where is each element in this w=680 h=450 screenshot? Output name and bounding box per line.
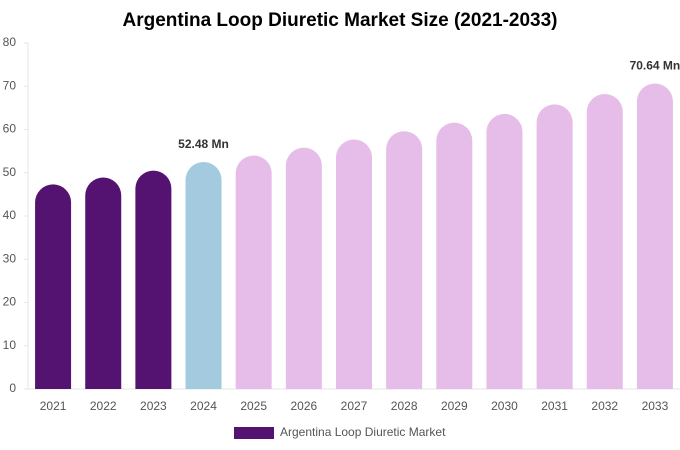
bar [135, 170, 172, 389]
x-tick-label: 2032 [591, 399, 618, 413]
y-tick-label: 10 [3, 338, 17, 352]
x-tick-label: 2025 [240, 399, 267, 413]
chart-title: Argentina Loop Diuretic Market Size (202… [122, 10, 557, 31]
x-tick-label: 2021 [40, 399, 67, 413]
legend-label: Argentina Loop Diuretic Market [280, 425, 446, 439]
bar [85, 177, 122, 389]
y-tick-label: 80 [3, 35, 17, 49]
x-tick-label: 2024 [190, 399, 217, 413]
data-label: 70.64 Mn [630, 59, 680, 73]
y-tick-label: 60 [3, 122, 17, 136]
bar [486, 113, 523, 389]
y-tick-label: 0 [9, 381, 16, 395]
x-tick-label: 2023 [140, 399, 167, 413]
x-tick-label: 2029 [441, 399, 468, 413]
x-tick-label: 2030 [491, 399, 518, 413]
y-tick-label: 70 [3, 78, 17, 92]
y-tick-label: 30 [3, 251, 17, 265]
y-tick-label: 20 [3, 295, 17, 309]
y-tick-label: 40 [3, 208, 17, 222]
x-tick-label: 2033 [642, 399, 669, 413]
x-tick-label: 2028 [391, 399, 418, 413]
bar [386, 131, 423, 390]
bar [285, 147, 322, 389]
bar [436, 122, 473, 389]
x-tick-label: 2026 [290, 399, 317, 413]
bar [636, 83, 673, 390]
bar [586, 94, 623, 389]
bar [185, 162, 222, 389]
legend-swatch [234, 427, 274, 439]
data-label: 52.48 Mn [178, 137, 229, 151]
bar [35, 184, 72, 389]
bar [536, 104, 573, 389]
x-tick-label: 2027 [341, 399, 368, 413]
bar [336, 139, 372, 389]
x-tick-label: 2022 [90, 399, 117, 413]
x-tick-label: 2031 [541, 399, 568, 413]
bar [235, 155, 272, 389]
y-tick-label: 50 [3, 165, 17, 179]
